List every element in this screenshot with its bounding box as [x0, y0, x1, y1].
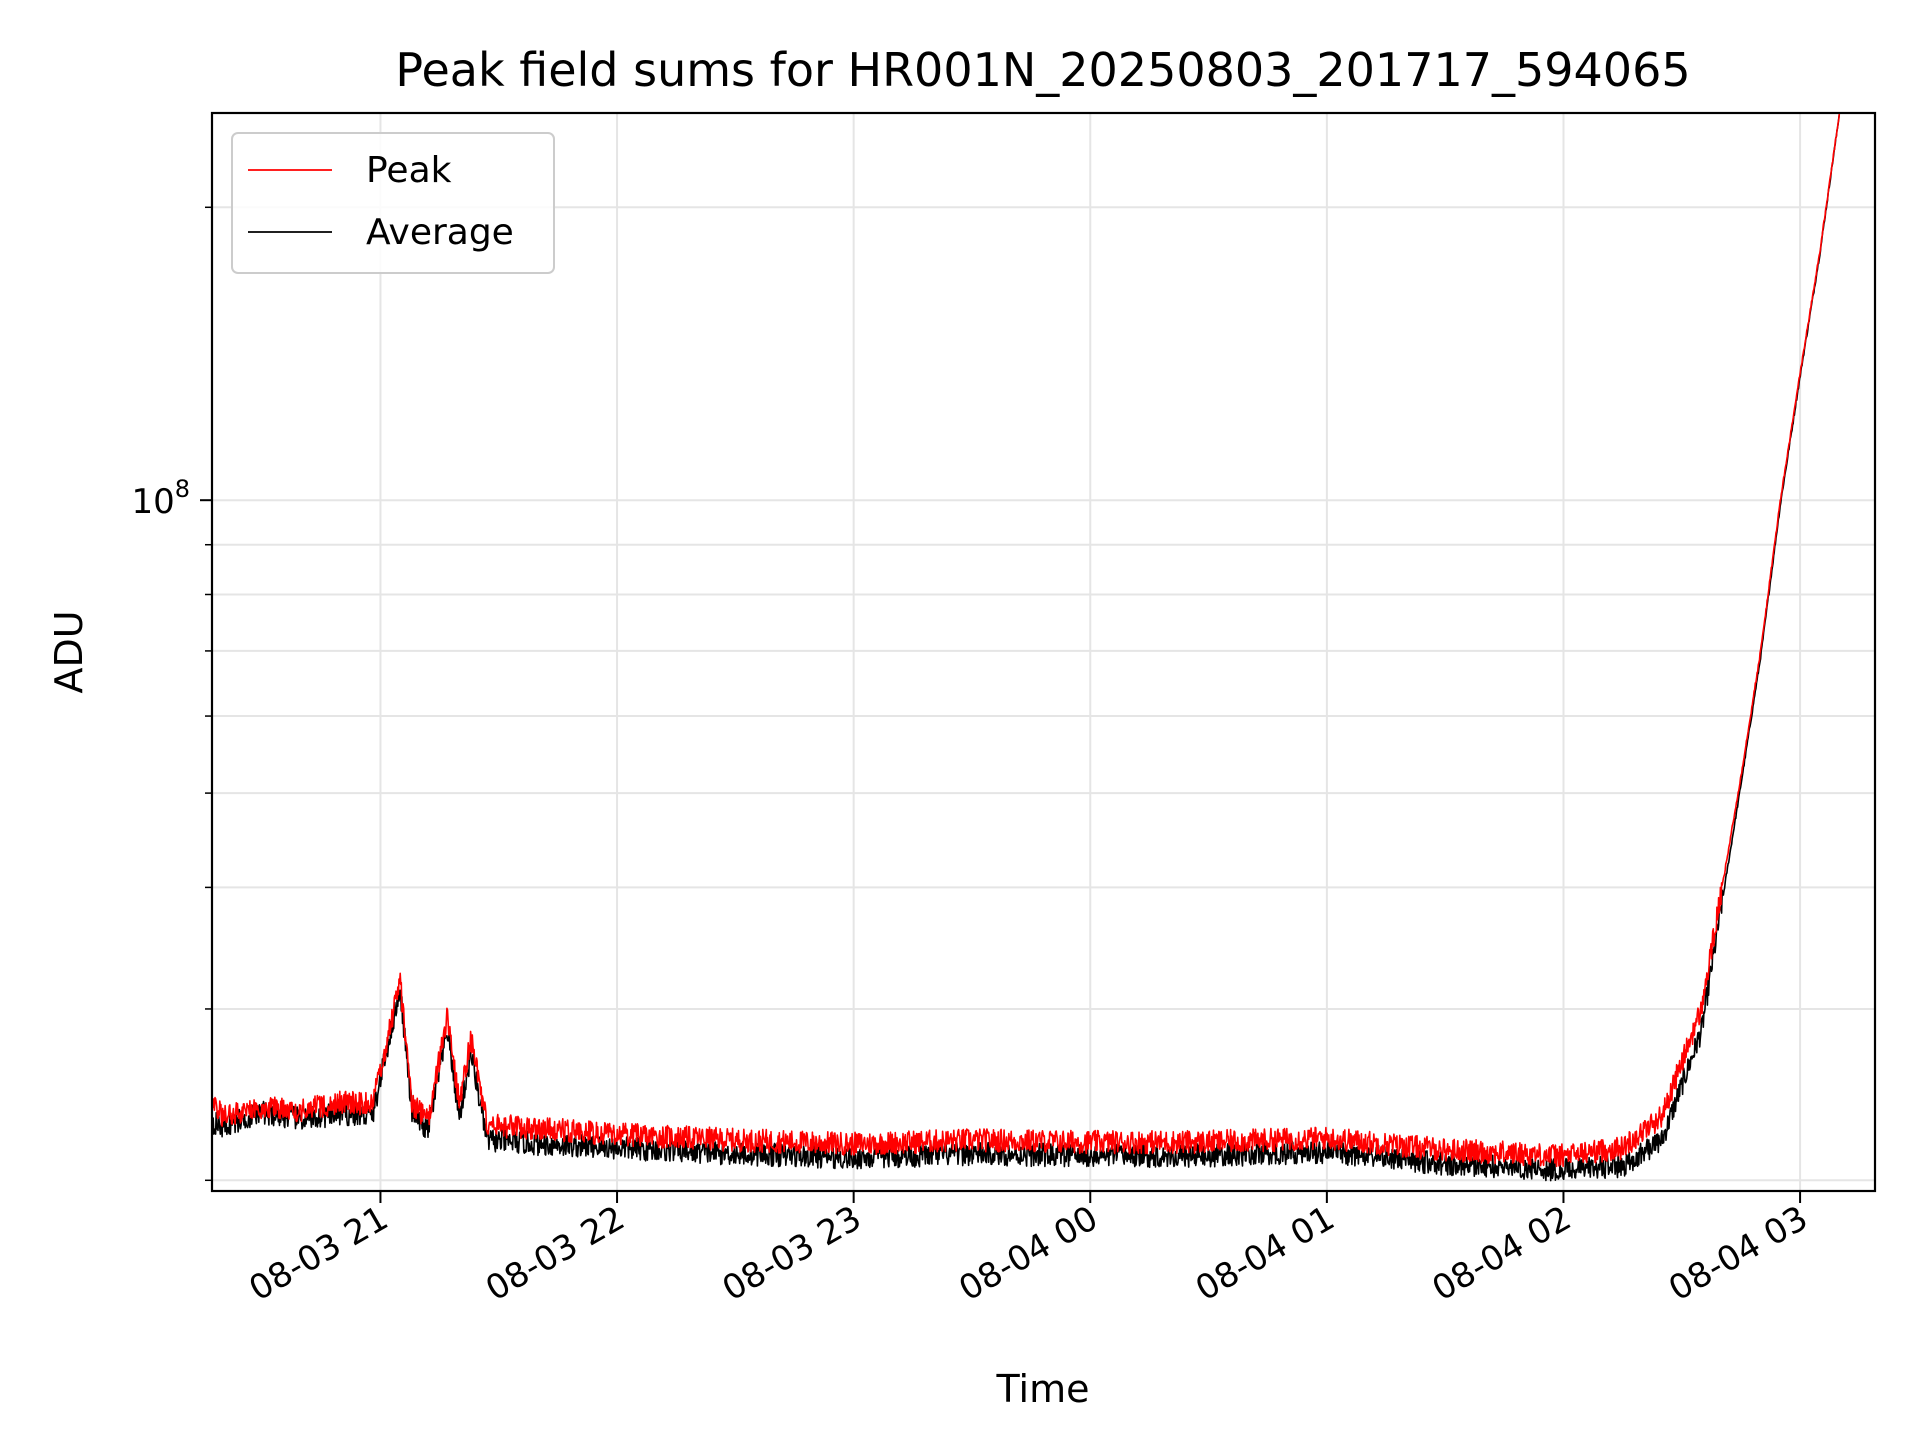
y-axis-label: ADU: [47, 610, 91, 693]
legend-label-average: Average: [366, 212, 514, 253]
chart-title: Peak field sums for HR001N_20250803_2017…: [395, 43, 1690, 97]
series-line-peak: [212, 113, 1841, 1168]
legend-label-peak: Peak: [366, 150, 452, 191]
legend-box: [231, 132, 555, 274]
plot-area: [212, 113, 1841, 1182]
legend: Peak Average: [231, 132, 555, 274]
x-axis-label: Time: [996, 1367, 1090, 1411]
plot-frame: [210, 111, 1877, 1193]
grid: [212, 113, 1875, 1191]
series-layer: [212, 113, 1841, 1182]
